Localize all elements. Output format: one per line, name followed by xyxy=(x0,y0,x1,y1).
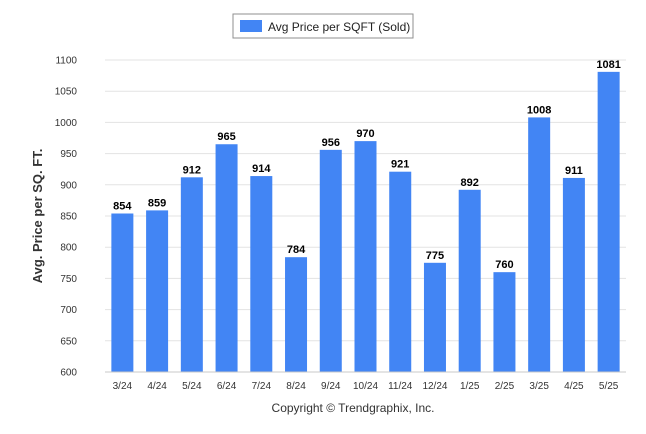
legend-box xyxy=(232,13,414,39)
x-tick-label: 1/25 xyxy=(460,381,480,392)
data-label: 956 xyxy=(322,137,340,149)
data-label: 1081 xyxy=(596,59,620,71)
data-label: 912 xyxy=(183,164,201,176)
legend: Avg Price per SQFT (Sold) xyxy=(232,13,414,39)
bar-8/24 xyxy=(285,257,308,372)
data-label: 911 xyxy=(565,165,583,177)
y-tick-label: 650 xyxy=(60,336,77,347)
x-tick-label: 2/25 xyxy=(495,381,515,392)
data-label: 775 xyxy=(426,250,444,262)
x-tick-label: 3/25 xyxy=(529,381,549,392)
bar-3/25 xyxy=(528,117,551,373)
y-tick-label: 600 xyxy=(60,368,77,379)
bar-4/24 xyxy=(146,210,169,372)
y-tick-label: 900 xyxy=(60,180,77,191)
y-tick-label: 1100 xyxy=(55,56,77,67)
x-tick-label: 8/24 xyxy=(286,381,306,392)
x-tick-label: 4/24 xyxy=(147,381,167,392)
bar-7/24 xyxy=(250,176,273,372)
x-tick-label: 7/24 xyxy=(252,381,272,392)
x-tick-label: 10/24 xyxy=(353,381,378,392)
x-tick-label: 12/24 xyxy=(422,381,447,392)
data-label: 892 xyxy=(461,177,479,189)
y-tick-label: 750 xyxy=(60,274,77,285)
x-tick-label: 5/25 xyxy=(599,381,619,392)
y-tick-label: 1000 xyxy=(55,118,78,129)
bar-11/24 xyxy=(389,171,412,372)
bars xyxy=(111,71,620,373)
x-tick-label: 5/24 xyxy=(182,381,202,392)
legend-label: Avg Price per SQFT (Sold) xyxy=(268,20,410,34)
bar-2/25 xyxy=(493,272,516,372)
bar-6/24 xyxy=(215,144,238,372)
y-axis-ticks: 600 650 700 750 800 850 900 950 1000 1050 1100 xyxy=(55,56,78,379)
data-label: 784 xyxy=(287,244,306,256)
data-label: 859 xyxy=(148,197,166,209)
bar-5/24 xyxy=(180,177,203,372)
x-tick-label: 6/24 xyxy=(217,381,237,392)
x-tick-label: 9/24 xyxy=(321,381,341,392)
bar-5/25 xyxy=(597,71,620,372)
x-tick-label: 3/24 xyxy=(113,381,133,392)
data-label: 965 xyxy=(217,131,235,143)
copyright-text: Copyright © Trendgraphix, Inc. xyxy=(272,401,435,415)
x-axis-ticks: 3/24 4/24 5/24 6/24 7/24 8/24 9/24 10/24 11/24 12… xyxy=(113,381,619,392)
y-tick-label: 1050 xyxy=(55,87,78,98)
data-label: 970 xyxy=(356,128,374,140)
bar-4/25 xyxy=(562,177,585,372)
y-tick-label: 850 xyxy=(60,212,77,223)
y-axis-label: Avg. Price per SQ. FT. xyxy=(30,149,45,284)
data-label: 914 xyxy=(252,163,271,175)
bar-3/24 xyxy=(111,213,134,372)
bar-10/24 xyxy=(354,141,377,372)
x-tick-label: 11/24 xyxy=(388,381,413,392)
data-label: 760 xyxy=(495,259,513,271)
data-label: 921 xyxy=(391,159,409,171)
data-label: 854 xyxy=(113,201,132,213)
data-label: 1008 xyxy=(527,104,551,116)
data-labels: 854 859 912 965 914 784 956 970 921 775 892 760 1008… xyxy=(113,59,621,271)
bar-12/24 xyxy=(423,262,446,372)
bar-1/25 xyxy=(458,189,481,372)
y-tick-label: 950 xyxy=(60,149,77,160)
bar-9/24 xyxy=(319,149,342,372)
y-tick-label: 700 xyxy=(60,305,77,316)
legend-swatch xyxy=(240,20,262,32)
y-tick-label: 800 xyxy=(60,243,77,254)
x-tick-label: 4/25 xyxy=(564,381,584,392)
